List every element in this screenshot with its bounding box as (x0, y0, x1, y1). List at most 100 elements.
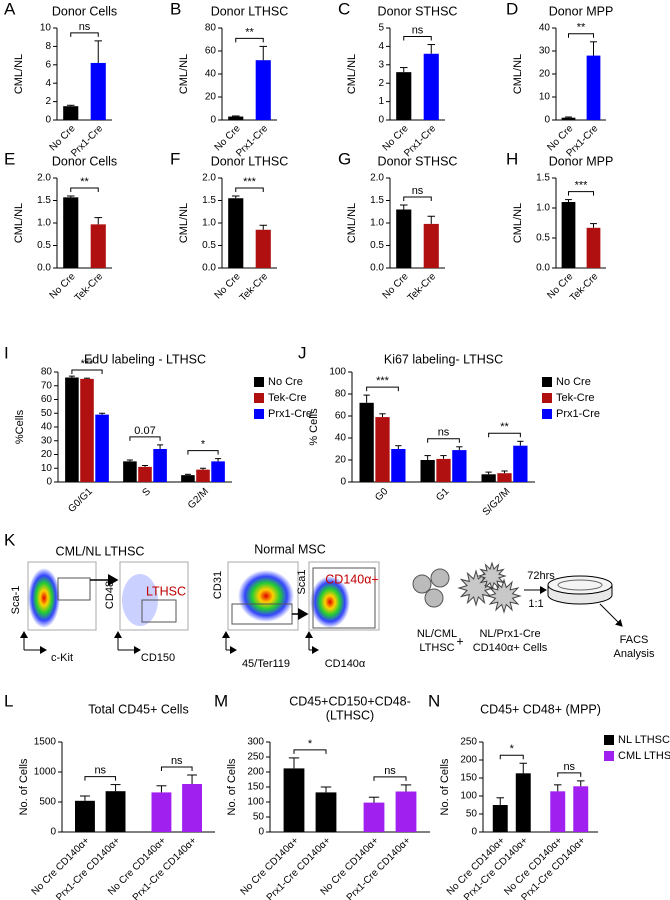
significance-bracket (160, 766, 193, 771)
bar (497, 473, 512, 482)
significance-label: ns (94, 765, 106, 777)
bar (561, 117, 576, 120)
bar (63, 106, 79, 120)
bar (151, 792, 172, 832)
y-axis-label: No. of Cells (226, 758, 238, 815)
bar (492, 805, 508, 832)
y-tick-label: 0 (258, 827, 264, 838)
significance-label: *** (243, 176, 257, 188)
density (122, 574, 158, 626)
y-tick-label: 40 (41, 422, 53, 433)
x-tick-label: Tek-Cre (238, 271, 271, 304)
gate-label: LTHSC (146, 584, 186, 598)
bar (138, 466, 152, 482)
chart-title: Donor STHSC (378, 4, 458, 18)
panel-letter: L (4, 691, 13, 710)
bar (586, 55, 601, 120)
y-tick-label: 0 (210, 115, 216, 126)
legend-swatch (542, 409, 552, 419)
axis-label: Sca-1 (10, 586, 22, 615)
y-tick-label: 0.0 (370, 263, 384, 274)
bar (561, 202, 576, 268)
significance-bracket (187, 450, 219, 455)
panel-letter: I (4, 343, 9, 362)
y-tick-label: 1.5 (370, 195, 384, 206)
significance-bracket (499, 754, 524, 760)
bar (228, 198, 244, 268)
panel-letter: A (4, 0, 16, 18)
bar (228, 116, 244, 120)
bar (573, 786, 589, 832)
legend-swatch (254, 409, 264, 419)
y-tick-label: 0 (46, 477, 52, 488)
y-tick-label: 1 (378, 96, 384, 107)
bar (395, 791, 417, 832)
panel-letter: D (506, 0, 518, 18)
y-tick-label: 1.0 (536, 203, 550, 214)
cell (430, 568, 450, 588)
y-tick-label: 60 (205, 46, 217, 57)
bar (153, 449, 167, 482)
y-tick-label: 10 (41, 463, 53, 474)
panel-letter: K (4, 530, 16, 549)
y-tick-label: 300 (247, 737, 264, 748)
y-tick-label: 5 (378, 23, 384, 34)
legend-label: Tek-Cre (556, 392, 595, 404)
significance-bracket (235, 37, 264, 43)
significance-bracket (293, 749, 327, 754)
y-tick-label: 80 (335, 389, 347, 400)
bar (182, 784, 202, 832)
y-tick-label: 0.5 (37, 240, 51, 251)
y-tick-label: 10 (40, 23, 52, 34)
y-tick-label: 50 (466, 809, 478, 820)
y-tick-label: 0 (50, 827, 56, 838)
significance-label: ** (577, 22, 586, 34)
bar (283, 768, 305, 832)
significance-bracket (568, 191, 594, 196)
significance-label: ns (171, 755, 183, 767)
y-tick-label: 0.0 (37, 263, 51, 274)
bar (65, 377, 79, 482)
bar (363, 802, 385, 832)
y-tick-label: 6 (45, 59, 51, 70)
legend-label: Prx1-Cre (556, 408, 600, 420)
y-tick-label: 2.0 (37, 173, 51, 184)
y-tick-label: 30 (41, 435, 53, 446)
significance-label: 0.07 (134, 425, 155, 437)
bar (396, 209, 412, 268)
panel-letter: E (4, 149, 15, 168)
bar (391, 449, 406, 482)
legend-swatch (254, 393, 264, 403)
y-tick-label: 2.0 (202, 173, 216, 184)
k-title: CML/NL LTHSC (56, 544, 145, 558)
significance-label: ns (438, 427, 450, 439)
significance-bracket (568, 33, 594, 38)
legend-swatch (254, 377, 264, 387)
cell (424, 588, 444, 608)
chart-title: Donor STHSC (378, 154, 458, 168)
gate (141, 599, 177, 623)
bar (396, 72, 412, 120)
axis-label: CD150 (141, 652, 175, 664)
y-axis-label: % Cells (308, 408, 320, 446)
y-tick-label: 3 (378, 59, 384, 70)
cells-label: CD140α+ Cells (473, 642, 548, 654)
bar (95, 414, 109, 482)
significance-bracket (373, 776, 407, 781)
flow-plot (119, 561, 189, 631)
y-tick-label: 60 (41, 394, 53, 405)
y-tick-label: 0 (378, 115, 384, 126)
y-tick-label: 1000 (34, 767, 57, 778)
y-tick-label: 30 (539, 46, 551, 57)
y-tick-label: 0.5 (536, 233, 550, 244)
bar (423, 223, 439, 268)
chart-title: (LTHSC) (326, 708, 374, 722)
panel-letter: C (338, 0, 350, 18)
bar (105, 791, 126, 832)
y-tick-label: 4 (378, 41, 384, 52)
bar (550, 791, 566, 832)
chart-title: Ki67 labeling- LTHSC (384, 352, 503, 366)
significance-label: *** (81, 358, 95, 370)
panel-letter: G (338, 149, 351, 168)
